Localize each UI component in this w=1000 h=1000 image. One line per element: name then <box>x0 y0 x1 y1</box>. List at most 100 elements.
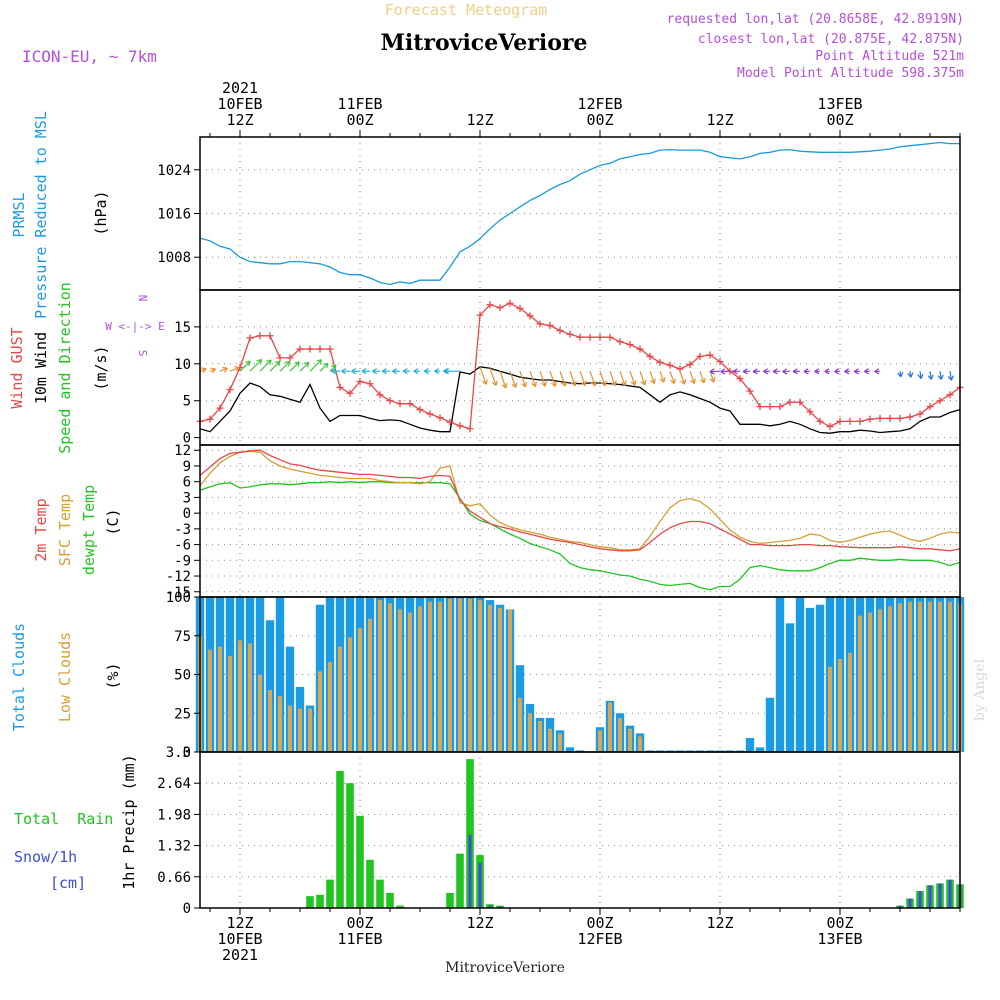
wind-arrow-head <box>590 380 597 387</box>
wind-arrow-head <box>392 368 398 375</box>
gust-marker <box>386 397 394 405</box>
wind-arrow <box>309 359 322 372</box>
wind-arrow-head <box>434 368 440 375</box>
wind-arrow-head <box>874 368 880 375</box>
total-cloud-bar <box>685 750 695 752</box>
low-cloud-bar <box>548 728 552 752</box>
low-cloud-bar <box>828 666 832 752</box>
wind-arrow-head <box>709 368 715 375</box>
gust-marker <box>266 332 274 340</box>
total-cloud-bar <box>785 623 795 752</box>
low-cloud-bar <box>328 662 332 752</box>
wind-arrow-head <box>630 380 637 386</box>
rain-bar <box>376 879 384 908</box>
wind-arrow <box>579 370 586 386</box>
low-cloud-bar <box>368 618 372 752</box>
y-tick-label: 1.32 <box>157 839 191 855</box>
total-cloud-bar <box>665 750 675 752</box>
gust-marker <box>316 345 324 353</box>
gust-marker <box>276 354 284 362</box>
total-cloud-bar <box>765 697 775 752</box>
wind-arrow <box>289 361 300 372</box>
wind-arrow <box>609 370 616 386</box>
low-cloud-bar <box>458 598 462 752</box>
wind-arrow-head <box>824 368 830 375</box>
y-tick-label: 6 <box>183 475 191 491</box>
y-tick-label: 50 <box>174 668 191 684</box>
pressure-label-desc: Pressure Reduced to MSL <box>32 111 50 319</box>
wind-arrow <box>649 370 655 384</box>
low-cloud-bar <box>538 721 542 752</box>
total-cloud-bar <box>675 750 685 752</box>
wind-arrow <box>279 361 291 372</box>
wind-arrow-head <box>210 367 216 374</box>
snow-bar <box>488 905 492 908</box>
compass-rose: N S W <-|-> E <box>105 295 165 357</box>
rain-bar <box>396 905 404 908</box>
wind-arrow <box>929 371 932 380</box>
wind-arrow-head <box>531 381 537 388</box>
wind-arrow-head <box>709 377 716 383</box>
time-label-top: 12Z <box>466 111 493 129</box>
wind-arrow <box>669 370 675 384</box>
precip-labels: Total Rain Snow/1h [cm] 1hr Precip (mm) <box>14 754 138 892</box>
wind-arrow-head <box>560 381 567 387</box>
temp-unit: (C) <box>104 508 122 535</box>
rain-bar <box>306 896 314 908</box>
wind-arrow-head <box>897 371 904 378</box>
wind-arrow-head <box>580 380 587 387</box>
gust-marker <box>366 380 374 388</box>
total-cloud-bar <box>775 597 785 752</box>
total-cloud-bar <box>815 604 825 752</box>
time-label-top: 00Z <box>346 111 373 129</box>
low-cloud-bar <box>868 612 872 752</box>
gust-marker <box>496 304 504 312</box>
total-cloud-bar <box>575 750 585 752</box>
total-rain-label: Total Rain <box>14 810 113 828</box>
time-label-bottom: 00Z <box>586 914 613 932</box>
gust-marker <box>626 341 634 349</box>
wind-arrow-head <box>803 368 809 375</box>
gust-marker <box>506 299 514 307</box>
rain-bar <box>466 759 474 908</box>
gust-marker <box>766 403 774 411</box>
low-cloud-bar <box>288 705 292 752</box>
time-label-bottom: 13FEB <box>817 930 862 948</box>
gust-marker <box>786 398 794 406</box>
y-tick-label: 1.98 <box>157 807 191 823</box>
gust-marker <box>556 327 564 335</box>
gust-marker <box>836 417 844 425</box>
wind-arrow <box>709 370 715 383</box>
y-tick-label: 10 <box>174 357 191 373</box>
wind-arrow-head <box>322 362 329 369</box>
time-label-top: 00Z <box>586 111 613 129</box>
wind-arrow-head <box>650 378 656 385</box>
low-cloud-bar <box>498 607 502 752</box>
gust-line <box>199 302 961 430</box>
gust-marker <box>646 352 654 360</box>
wind-arrow-head <box>274 360 281 367</box>
wind-arrow-head <box>853 368 859 375</box>
snow-bar <box>898 905 902 908</box>
gust-marker <box>606 333 614 341</box>
rain-bar <box>366 859 374 908</box>
low-cloud-bar <box>318 671 322 752</box>
wind-arrow-head <box>303 361 310 368</box>
panel-frame <box>199 751 961 909</box>
gust-marker <box>326 345 334 353</box>
low-cloud-bar <box>628 728 632 752</box>
total-cloud-bar <box>715 750 725 752</box>
wind-arrow-head <box>792 368 798 375</box>
gust-marker <box>566 330 574 338</box>
wind-arrow <box>689 370 695 384</box>
wind-arrow <box>919 371 922 379</box>
gust-marker <box>856 417 864 425</box>
low-cloud-bar <box>408 612 412 752</box>
wind-arrow-head <box>245 360 251 367</box>
wind-arrow <box>619 370 626 386</box>
total-cloud-bar <box>275 597 285 752</box>
wind-arrow-head <box>351 368 357 375</box>
gust-marker <box>416 406 424 414</box>
wind-arrow <box>269 360 281 372</box>
total-cloud-bar <box>705 750 715 752</box>
